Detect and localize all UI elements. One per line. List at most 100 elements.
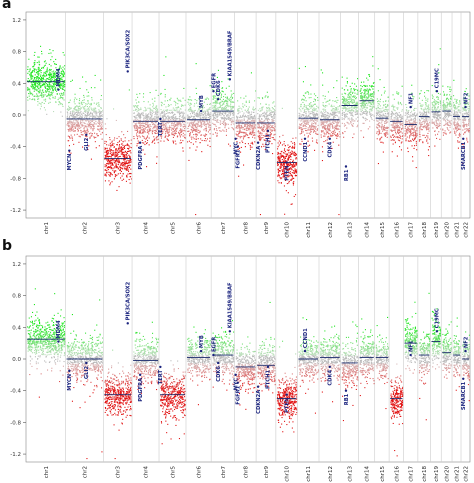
data-point: [215, 108, 217, 110]
data-point: [124, 150, 126, 152]
data-point: [73, 143, 75, 145]
data-point: [73, 110, 75, 112]
data-point: [219, 122, 221, 124]
data-point: [240, 127, 242, 129]
data-point: [113, 167, 115, 169]
data-point: [109, 142, 111, 144]
data-point: [74, 130, 76, 132]
data-point: [292, 146, 294, 148]
data-point: [257, 109, 259, 111]
data-point: [167, 139, 169, 141]
data-point: [163, 114, 165, 116]
data-point: [288, 154, 290, 156]
data-point: [216, 117, 218, 119]
data-point: [240, 151, 242, 153]
data-point: [233, 112, 235, 114]
data-point: [272, 129, 274, 131]
data-point: [332, 110, 334, 112]
data-point: [288, 182, 290, 184]
data-point: [258, 120, 260, 122]
data-point: [331, 114, 333, 116]
data-point: [200, 125, 202, 127]
data-point: [254, 132, 256, 134]
data-point: [108, 167, 110, 169]
data-point: [134, 128, 136, 130]
data-point: [266, 91, 268, 93]
data-point: [231, 122, 233, 124]
data-point: [144, 127, 146, 129]
data-point: [49, 75, 51, 77]
data-point: [72, 139, 74, 141]
data-point: [113, 139, 115, 141]
data-point: [267, 135, 269, 137]
data-point: [77, 109, 79, 111]
data-point: [265, 113, 267, 115]
data-point: [303, 121, 305, 123]
data-point: [138, 122, 140, 124]
data-point: [266, 110, 268, 112]
data-point: [271, 113, 273, 115]
data-point: [128, 140, 130, 142]
data-point: [253, 115, 255, 117]
data-point: [321, 126, 323, 128]
data-point: [322, 122, 324, 124]
data-point: [120, 153, 122, 155]
data-point: [230, 90, 232, 92]
data-point: [27, 66, 29, 68]
data-point: [236, 130, 238, 132]
data-point: [119, 144, 121, 146]
data-point: [292, 145, 294, 147]
data-point: [205, 115, 207, 117]
data-point: [287, 162, 289, 164]
data-point: [273, 111, 275, 113]
data-point: [321, 121, 323, 123]
data-point: [230, 124, 232, 126]
data-point: [192, 113, 194, 115]
data-point: [243, 124, 245, 126]
data-point: [75, 109, 77, 111]
data-point: [291, 178, 293, 180]
data-point: [287, 159, 289, 161]
data-point: [354, 95, 356, 97]
data-point: [130, 161, 132, 163]
data-point: [208, 129, 210, 131]
data-point: [247, 137, 249, 139]
data-point: [290, 163, 292, 165]
data-point: [160, 117, 162, 119]
data-point: [329, 121, 331, 123]
data-point: [86, 110, 88, 112]
data-point: [323, 132, 325, 134]
data-point: [101, 138, 103, 140]
data-point: [332, 130, 334, 132]
data-point: [292, 137, 294, 139]
data-point: [216, 76, 218, 78]
data-point: [94, 141, 96, 143]
data-point: [295, 164, 297, 166]
data-point: [101, 121, 103, 123]
data-point: [133, 106, 135, 108]
data-point: [70, 80, 72, 82]
data-point: [325, 140, 327, 142]
data-point: [75, 116, 77, 118]
data-point: [42, 96, 44, 98]
data-point: [305, 105, 307, 107]
data-point: [99, 119, 101, 121]
data-point: [99, 116, 101, 118]
data-point: [306, 122, 308, 124]
data-point: [247, 121, 249, 123]
data-point: [71, 136, 73, 138]
data-point: [201, 125, 203, 127]
data-point: [179, 134, 181, 136]
data-point: [77, 129, 79, 131]
data-point: [346, 100, 348, 102]
data-point: [305, 111, 307, 113]
data-point: [269, 108, 271, 110]
data-point: [136, 143, 138, 145]
data-point: [331, 147, 333, 149]
data-point: [247, 119, 249, 121]
data-point: [29, 88, 31, 90]
data-point: [175, 129, 177, 131]
data-point: [37, 83, 39, 85]
data-point: [221, 112, 223, 114]
data-point: [189, 105, 191, 107]
